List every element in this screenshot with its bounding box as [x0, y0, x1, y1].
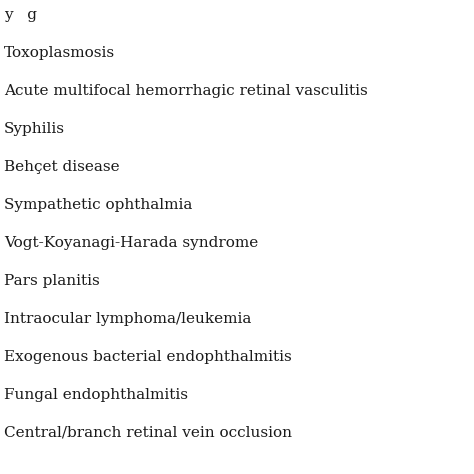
Text: Pars planitis: Pars planitis: [4, 274, 100, 288]
Text: Intraocular lymphoma/leukemia: Intraocular lymphoma/leukemia: [4, 312, 251, 326]
Text: Sympathetic ophthalmia: Sympathetic ophthalmia: [4, 198, 192, 212]
Text: Toxoplasmosis: Toxoplasmosis: [4, 46, 115, 60]
Text: ...: ...: [4, 466, 18, 474]
Text: Exogenous bacterial endophthalmitis: Exogenous bacterial endophthalmitis: [4, 350, 292, 364]
Text: Syphilis: Syphilis: [4, 122, 65, 136]
Text: Behçet disease: Behçet disease: [4, 160, 119, 174]
Text: Central/branch retinal vein occlusion: Central/branch retinal vein occlusion: [4, 426, 292, 440]
Text: Fungal endophthalmitis: Fungal endophthalmitis: [4, 388, 188, 402]
Text: y   g: y g: [4, 8, 37, 22]
Text: Acute multifocal hemorrhagic retinal vasculitis: Acute multifocal hemorrhagic retinal vas…: [4, 84, 368, 98]
Text: Vogt-Koyanagi-Harada syndrome: Vogt-Koyanagi-Harada syndrome: [4, 236, 258, 250]
